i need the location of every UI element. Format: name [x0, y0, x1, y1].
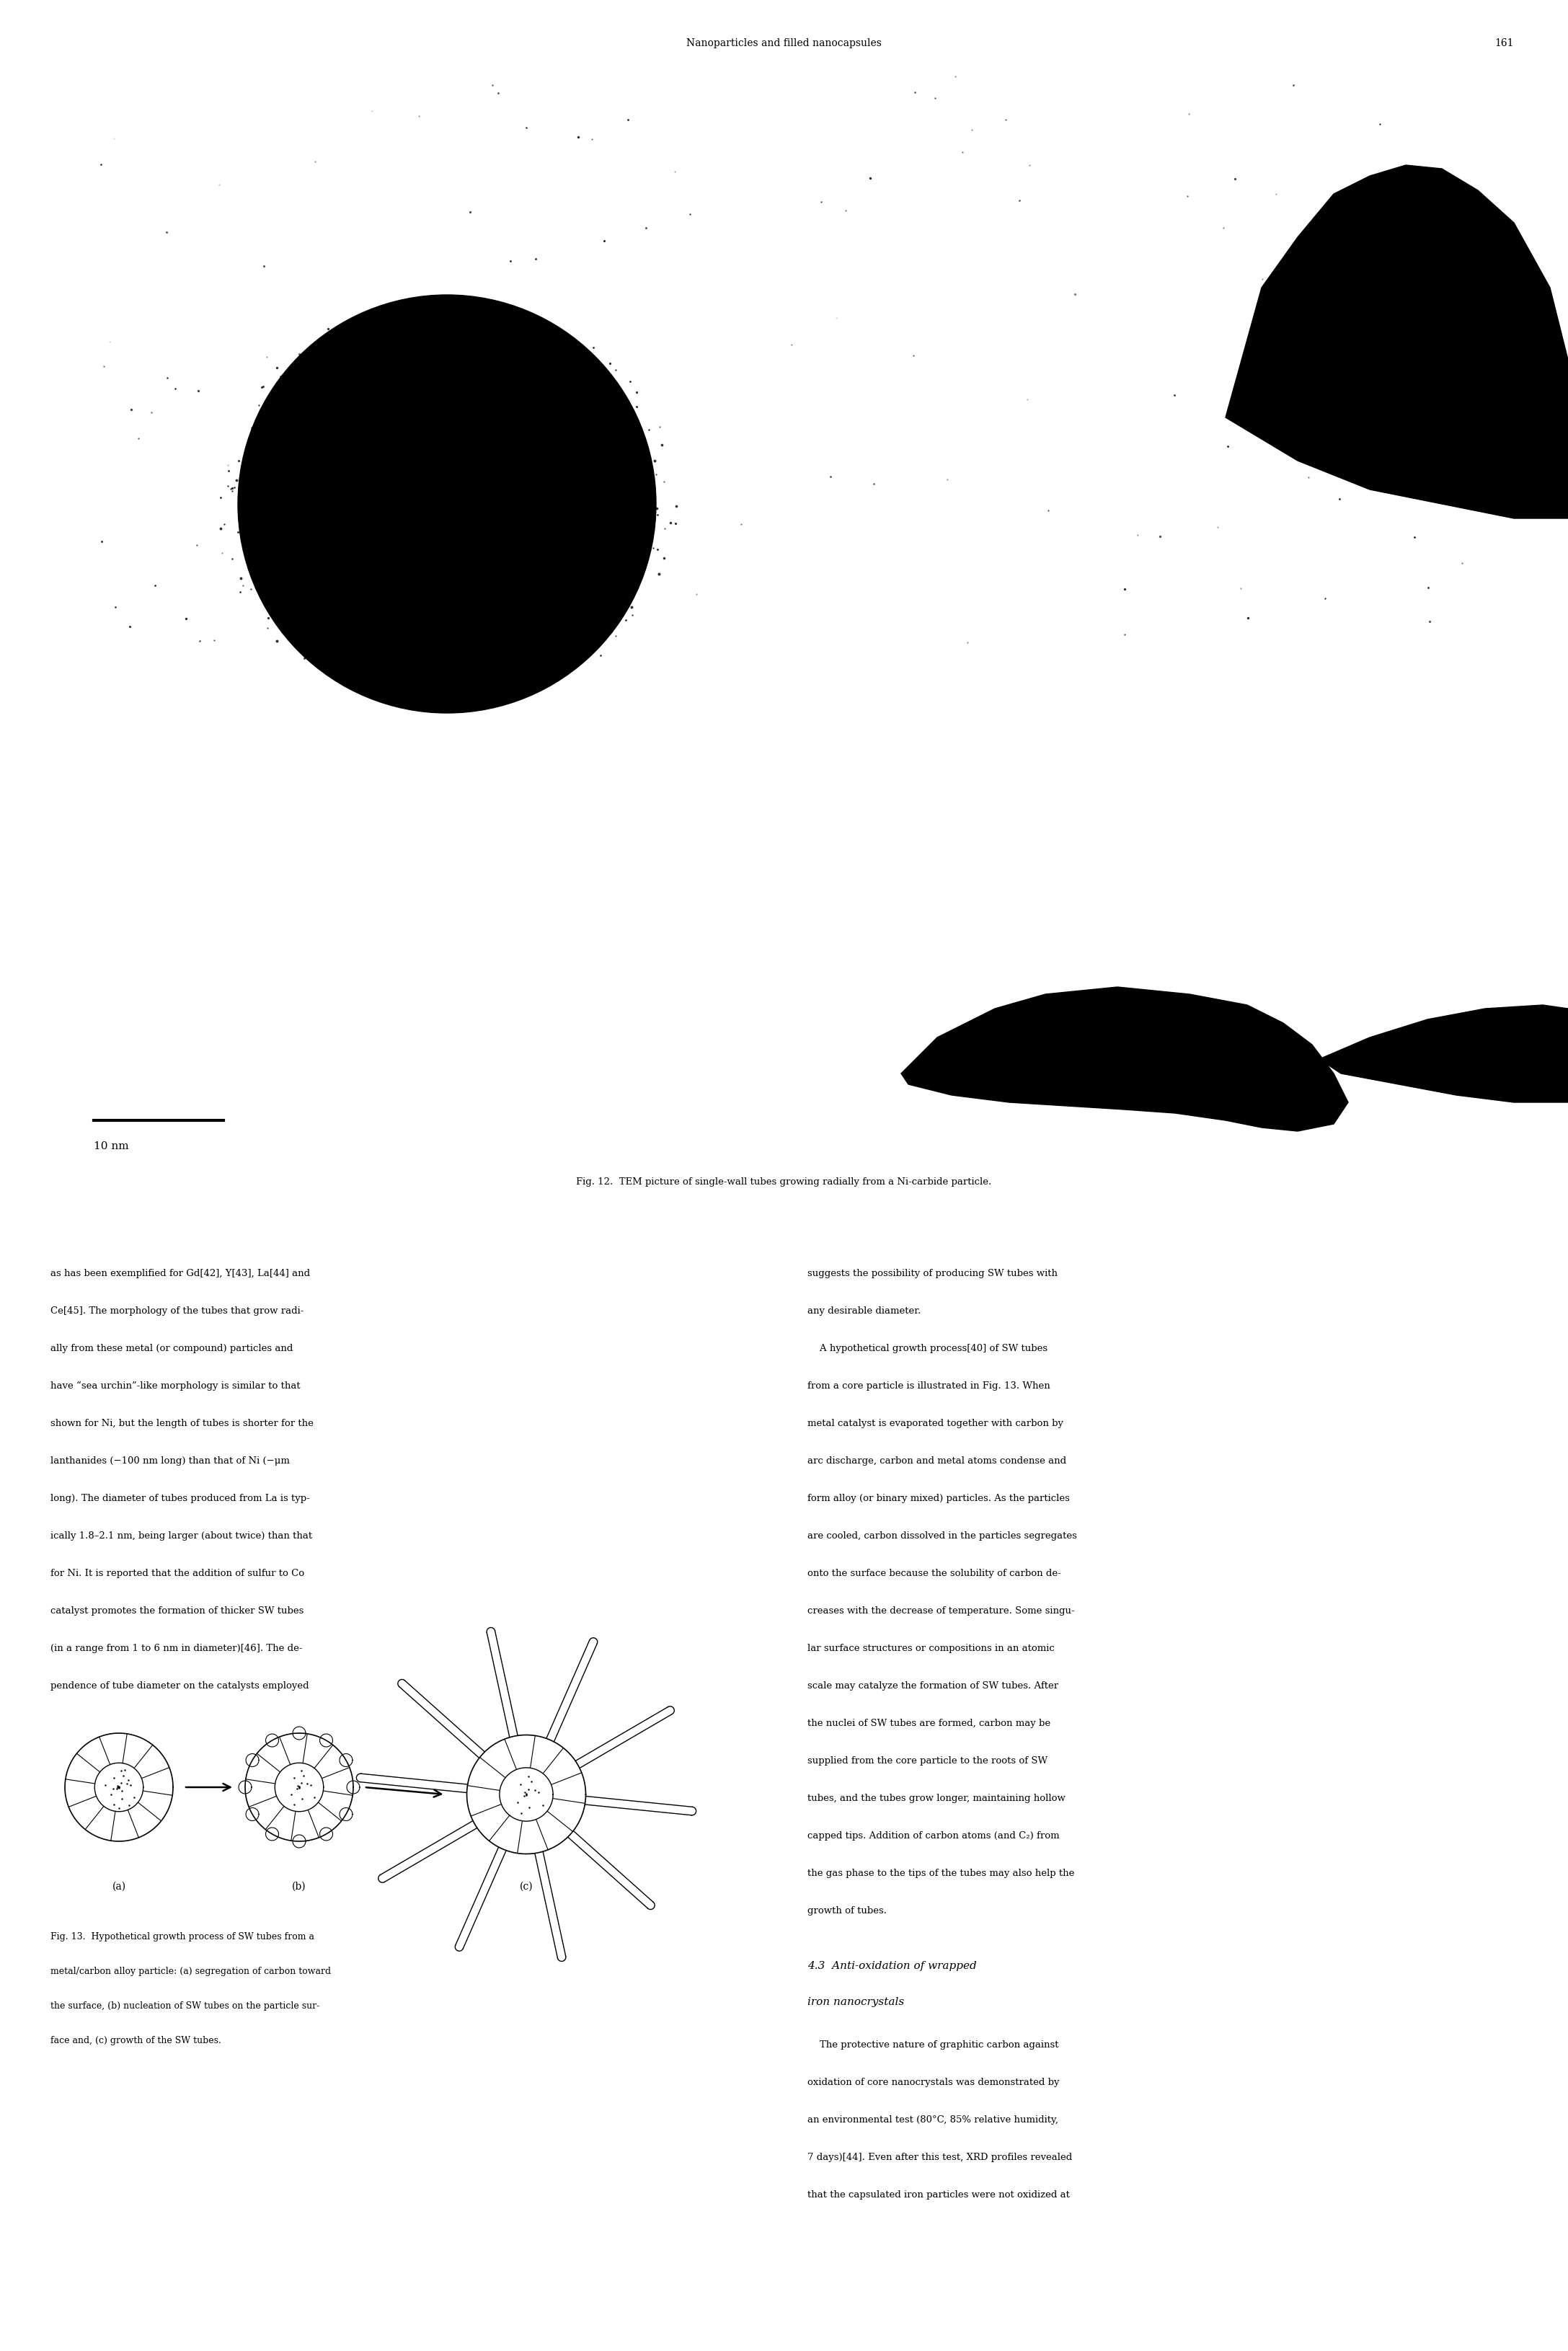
Text: pendence of tube diameter on the catalysts employed: pendence of tube diameter on the catalys…	[50, 1681, 309, 1690]
Text: 7 days)[44]. Even after this test, XRD profiles revealed: 7 days)[44]. Even after this test, XRD p…	[808, 2151, 1073, 2161]
Text: supplied from the core particle to the roots of SW: supplied from the core particle to the r…	[808, 1756, 1047, 1766]
Text: ally from these metal (or compound) particles and: ally from these metal (or compound) part…	[50, 1342, 293, 1352]
Text: 161: 161	[1494, 38, 1515, 49]
Text: Fig. 12.  TEM picture of single-wall tubes growing radially from a Ni-carbide pa: Fig. 12. TEM picture of single-wall tube…	[577, 1178, 991, 1187]
Text: (a): (a)	[111, 1881, 125, 1890]
Text: onto the surface because the solubility of carbon de-: onto the surface because the solubility …	[808, 1568, 1062, 1578]
Polygon shape	[1319, 1006, 1568, 1103]
Text: iron nanocrystals: iron nanocrystals	[808, 1996, 905, 2005]
Text: oxidation of core nanocrystals was demonstrated by: oxidation of core nanocrystals was demon…	[808, 2078, 1060, 2085]
Text: ically 1.8–2.1 nm, being larger (about twice) than that: ically 1.8–2.1 nm, being larger (about t…	[50, 1531, 312, 1540]
Text: that the capsulated iron particles were not oxidized at: that the capsulated iron particles were …	[808, 2189, 1069, 2198]
Text: (c): (c)	[519, 1881, 533, 1890]
Text: as has been exemplified for Gd[42], Y[43], La[44] and: as has been exemplified for Gd[42], Y[43…	[50, 1270, 310, 1279]
Text: lanthanides (−100 nm long) than that of Ni (−μm: lanthanides (−100 nm long) than that of …	[50, 1455, 290, 1465]
Text: the gas phase to the tips of the tubes may also help the: the gas phase to the tips of the tubes m…	[808, 1869, 1074, 1878]
Text: scale may catalyze the formation of SW tubes. After: scale may catalyze the formation of SW t…	[808, 1681, 1058, 1690]
Circle shape	[238, 296, 655, 712]
Polygon shape	[1226, 167, 1568, 520]
Text: from a core particle is illustrated in Fig. 13. When: from a core particle is illustrated in F…	[808, 1380, 1051, 1389]
Text: 10 nm: 10 nm	[94, 1140, 129, 1152]
Text: form alloy (or binary mixed) particles. As the particles: form alloy (or binary mixed) particles. …	[808, 1493, 1069, 1502]
Text: A hypothetical growth process[40] of SW tubes: A hypothetical growth process[40] of SW …	[808, 1342, 1047, 1352]
Text: the surface, (b) nucleation of SW tubes on the particle sur-: the surface, (b) nucleation of SW tubes …	[50, 2001, 320, 2010]
Text: lar surface structures or compositions in an atomic: lar surface structures or compositions i…	[808, 1643, 1055, 1653]
Text: metal catalyst is evaporated together with carbon by: metal catalyst is evaporated together wi…	[808, 1418, 1063, 1427]
Text: (b): (b)	[292, 1881, 306, 1890]
Text: shown for Ni, but the length of tubes is shorter for the: shown for Ni, but the length of tubes is…	[50, 1418, 314, 1427]
Text: Fig. 13.  Hypothetical growth process of SW tubes from a: Fig. 13. Hypothetical growth process of …	[50, 1933, 314, 1942]
Text: metal/carbon alloy particle: (a) segregation of carbon toward: metal/carbon alloy particle: (a) segrega…	[50, 1965, 331, 1975]
Text: are cooled, carbon dissolved in the particles segregates: are cooled, carbon dissolved in the part…	[808, 1531, 1077, 1540]
Text: any desirable diameter.: any desirable diameter.	[808, 1305, 920, 1314]
Text: long). The diameter of tubes produced from La is typ-: long). The diameter of tubes produced fr…	[50, 1493, 310, 1502]
Text: an environmental test (80°C, 85% relative humidity,: an environmental test (80°C, 85% relativ…	[808, 2114, 1058, 2123]
Text: (in a range from 1 to 6 nm in diameter)[46]. The de-: (in a range from 1 to 6 nm in diameter)[…	[50, 1643, 303, 1653]
Text: capped tips. Addition of carbon atoms (and C₂) from: capped tips. Addition of carbon atoms (a…	[808, 1831, 1060, 1841]
Text: arc discharge, carbon and metal atoms condense and: arc discharge, carbon and metal atoms co…	[808, 1455, 1066, 1465]
Text: have “sea urchin”-like morphology is similar to that: have “sea urchin”-like morphology is sim…	[50, 1380, 301, 1389]
Text: Nanoparticles and filled nanocapsules: Nanoparticles and filled nanocapsules	[687, 38, 881, 49]
Text: suggests the possibility of producing SW tubes with: suggests the possibility of producing SW…	[808, 1270, 1057, 1279]
Polygon shape	[902, 987, 1348, 1131]
Text: catalyst promotes the formation of thicker SW tubes: catalyst promotes the formation of thick…	[50, 1606, 304, 1615]
Text: the nuclei of SW tubes are formed, carbon may be: the nuclei of SW tubes are formed, carbo…	[808, 1719, 1051, 1728]
Text: growth of tubes.: growth of tubes.	[808, 1907, 887, 1916]
Text: tubes, and the tubes grow longer, maintaining hollow: tubes, and the tubes grow longer, mainta…	[808, 1794, 1065, 1803]
Text: face and, (c) growth of the SW tubes.: face and, (c) growth of the SW tubes.	[50, 2036, 221, 2045]
Text: Ce[45]. The morphology of the tubes that grow radi-: Ce[45]. The morphology of the tubes that…	[50, 1305, 304, 1314]
Text: creases with the decrease of temperature. Some singu-: creases with the decrease of temperature…	[808, 1606, 1074, 1615]
Text: The protective nature of graphitic carbon against: The protective nature of graphitic carbo…	[808, 2041, 1058, 2050]
Text: for Ni. It is reported that the addition of sulfur to Co: for Ni. It is reported that the addition…	[50, 1568, 304, 1578]
Text: 4.3  Anti-oxidation of wrapped: 4.3 Anti-oxidation of wrapped	[808, 1961, 977, 1970]
